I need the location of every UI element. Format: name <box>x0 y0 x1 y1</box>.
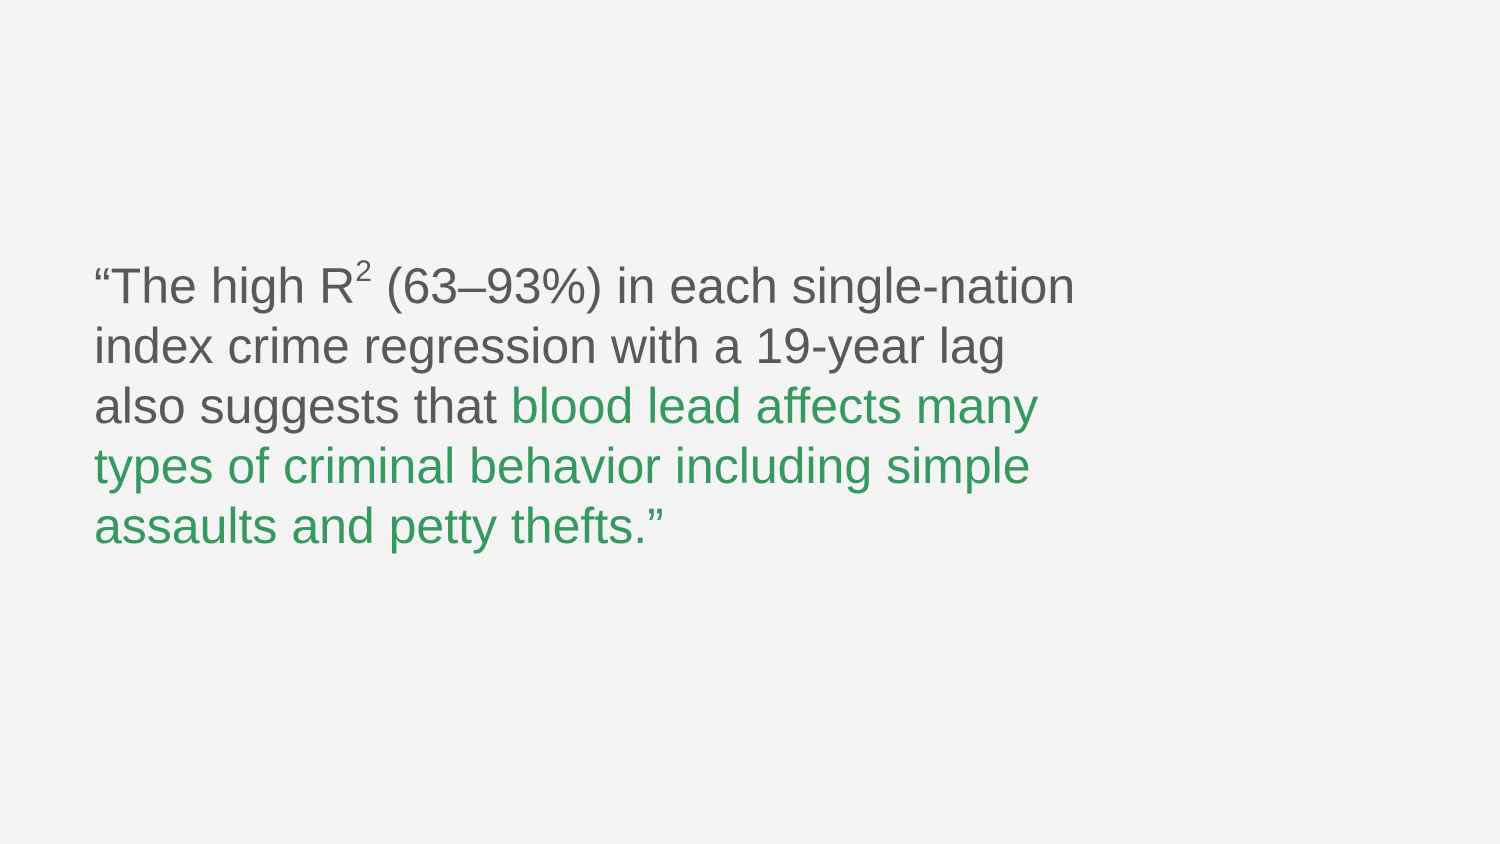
quote-line-5: assaults and petty thefts.” <box>94 496 1194 556</box>
open-quote-mark: “ <box>94 258 111 314</box>
quote-line-5-highlight: assaults and petty thefts. <box>94 498 648 554</box>
close-quote-mark: ” <box>647 498 664 554</box>
r-squared-superscript: 2 <box>355 255 372 289</box>
quote-line-3-plain: also suggests that <box>94 378 511 434</box>
quote-line-2: index crime regression with a 19-year la… <box>94 318 1006 374</box>
quote-line-1-start: The high R <box>110 258 356 314</box>
quote-text: “The high R2 (63–93%) in each single-nat… <box>94 256 1194 556</box>
quote-line-1-end: (63–93%) in each single-nation <box>371 258 1076 314</box>
quote-line-3: also suggests that blood lead affects ma… <box>94 376 1194 436</box>
quote-line-4-highlight: types of criminal behavior including sim… <box>94 438 1031 494</box>
quote-line-3-highlight: blood lead affects many <box>510 378 1039 434</box>
quote-line-1: “The high R2 (63–93%) in each single-nat… <box>94 256 1194 316</box>
